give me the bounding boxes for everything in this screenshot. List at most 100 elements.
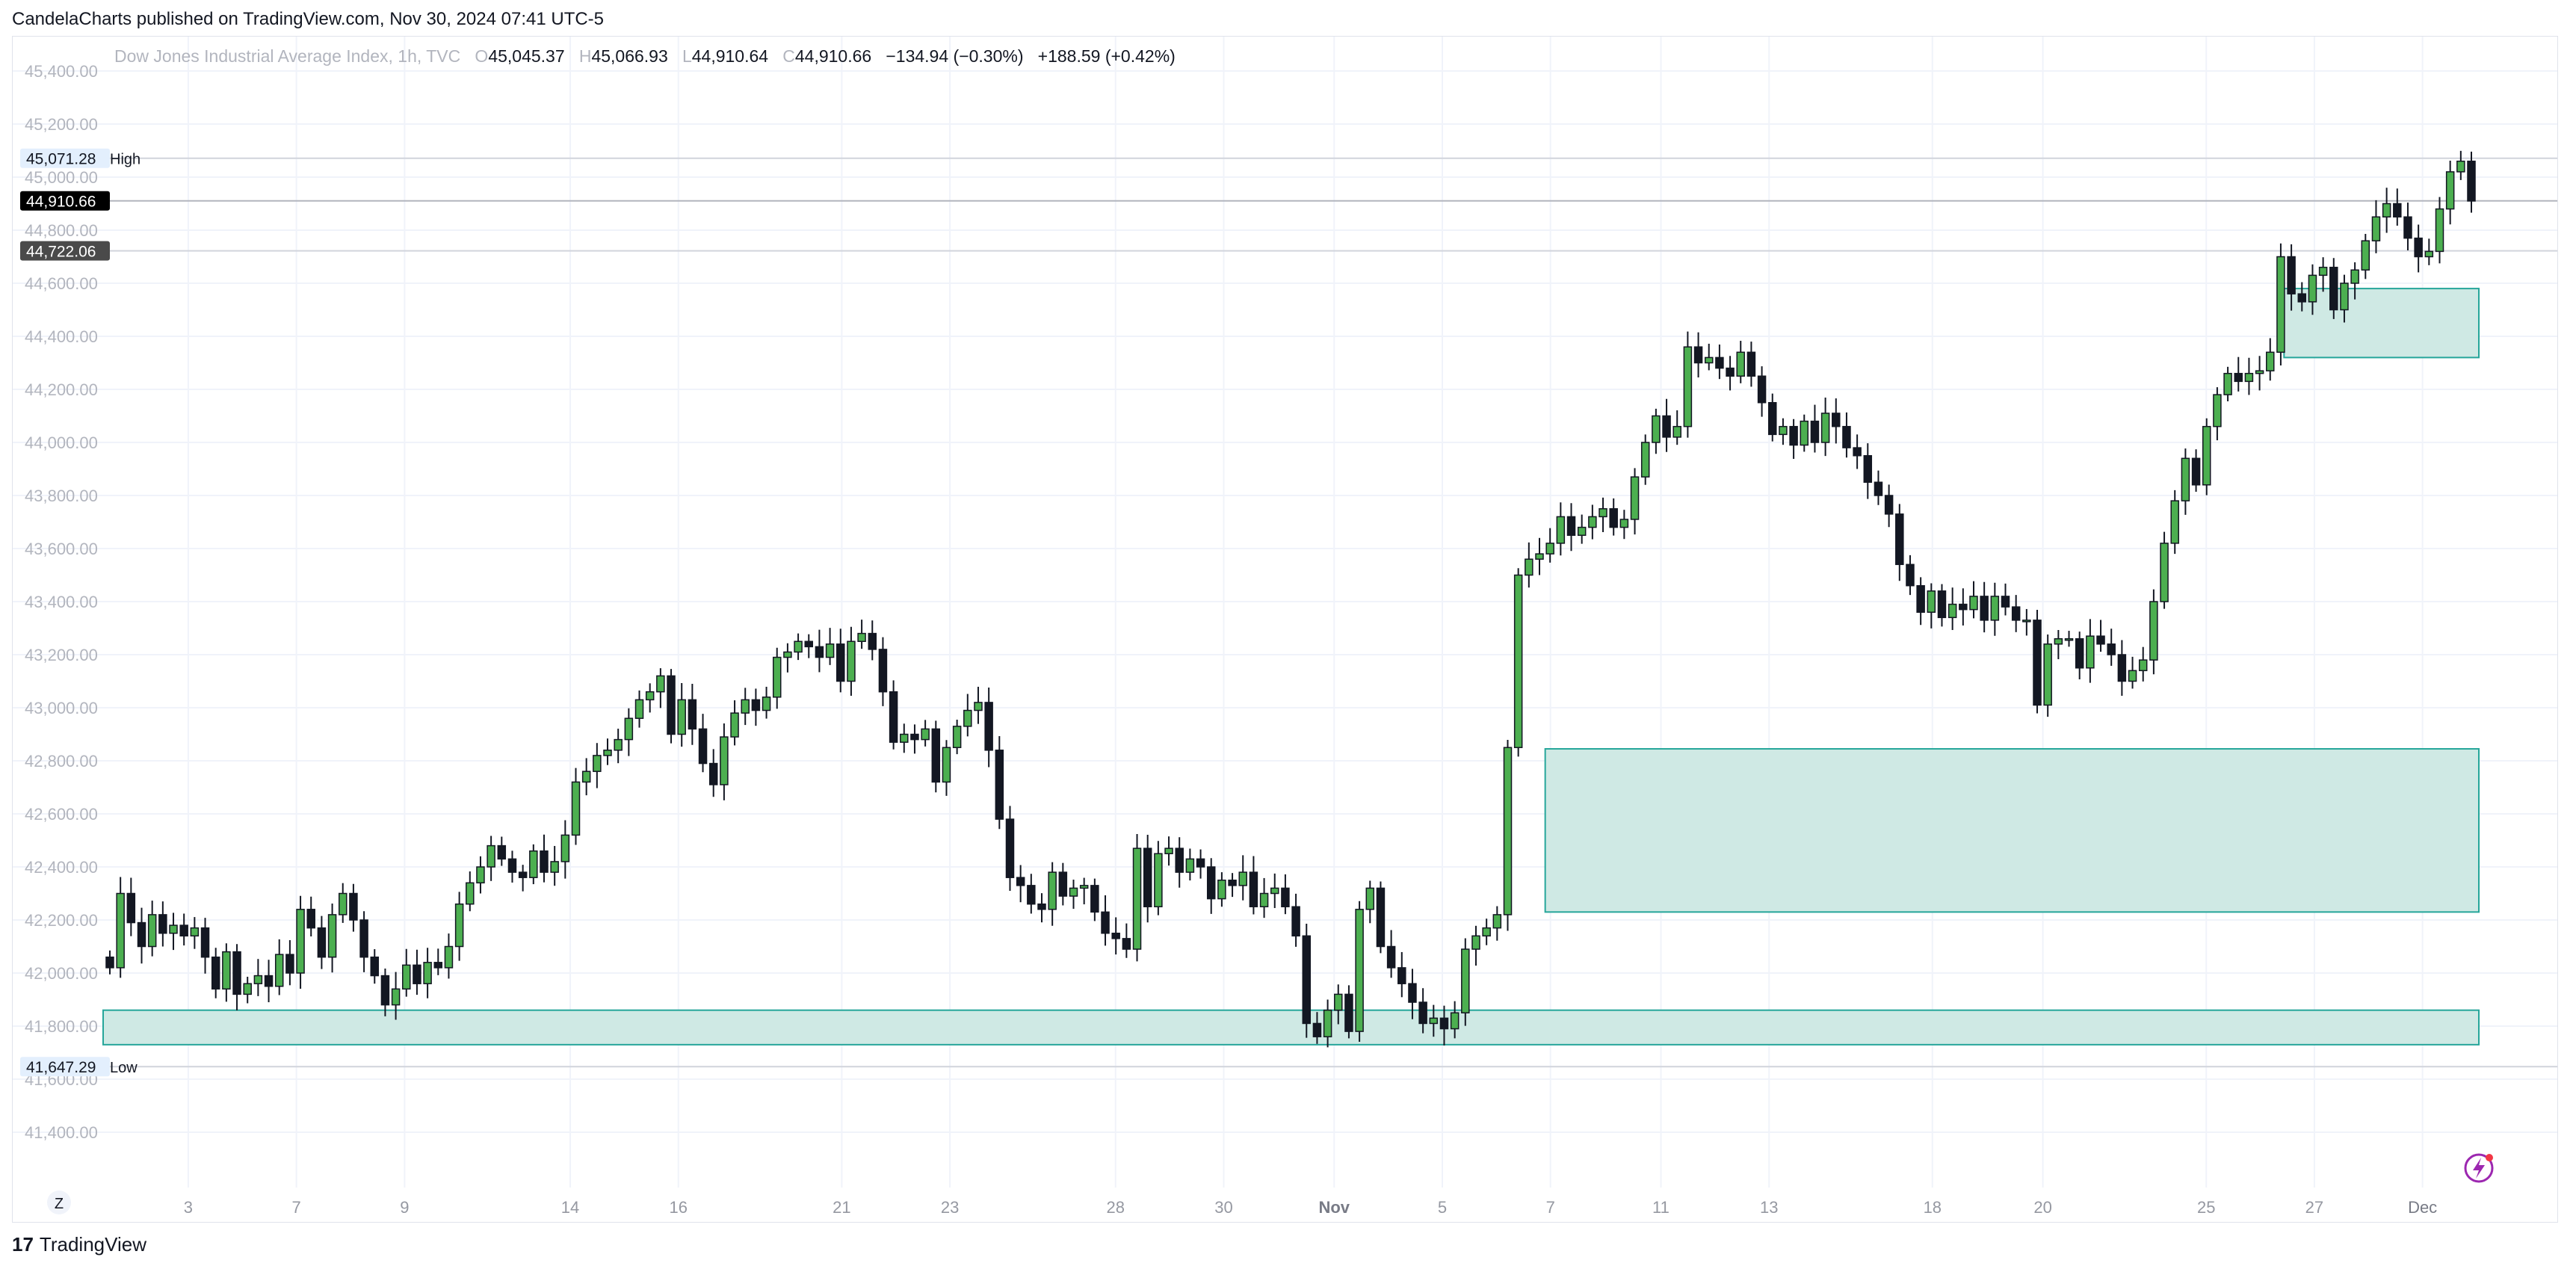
legend-close: 44,910.66 bbox=[794, 46, 872, 66]
candle-body bbox=[921, 728, 930, 741]
order-block-zone bbox=[1544, 748, 2480, 913]
candle-body bbox=[889, 691, 898, 743]
timezone-button[interactable] bbox=[47, 1191, 71, 1214]
candle-body bbox=[1461, 948, 1470, 1014]
candle-body bbox=[1185, 858, 1195, 873]
candle-body bbox=[857, 632, 866, 642]
candle-body bbox=[1927, 590, 1936, 613]
candle-body bbox=[645, 691, 655, 701]
candle-body bbox=[688, 699, 697, 730]
candle-body bbox=[380, 975, 390, 1006]
legend-low-key: L bbox=[682, 46, 692, 66]
x-tick-label: 23 bbox=[941, 1198, 959, 1217]
candle-body bbox=[1143, 847, 1152, 908]
candle-body bbox=[1746, 351, 1756, 377]
candle-body bbox=[1800, 420, 1809, 446]
candle-body bbox=[2117, 654, 2127, 682]
candle-body bbox=[1895, 513, 1904, 566]
candle-body bbox=[1027, 885, 1036, 905]
high-price-label-box bbox=[20, 148, 110, 168]
candle-body bbox=[1175, 847, 1184, 873]
candle-body bbox=[2308, 274, 2317, 303]
candlestick-chart[interactable]: 3 7 9 14 16 21 23 28 30 Nov 5 7 11 13 18 20 25 27 Dec 41,40… bbox=[13, 37, 2557, 1222]
candle-body bbox=[2213, 394, 2222, 427]
candle-body bbox=[2096, 635, 2105, 645]
candle-body bbox=[952, 726, 962, 748]
candle-body bbox=[667, 675, 676, 735]
candle-body bbox=[1471, 935, 1480, 950]
candle-body bbox=[296, 909, 305, 974]
candle-body bbox=[2371, 216, 2381, 241]
y-tick-label: 44,600.00 bbox=[25, 274, 98, 293]
candle-body bbox=[2191, 457, 2201, 486]
candle-body bbox=[1079, 885, 1089, 889]
candle-body bbox=[624, 717, 634, 741]
candle-body bbox=[232, 951, 241, 995]
legend-high: 45,066.93 bbox=[591, 46, 668, 66]
candle-body bbox=[1238, 871, 1247, 886]
candle-body bbox=[931, 728, 941, 783]
candle-body bbox=[974, 702, 983, 711]
candle-body bbox=[2202, 425, 2211, 486]
candle-body bbox=[868, 632, 877, 650]
candle-body bbox=[720, 736, 729, 785]
candle-body bbox=[497, 844, 507, 860]
y-tick-label: 43,600.00 bbox=[25, 540, 98, 558]
candle-body bbox=[2244, 372, 2254, 383]
candle-body bbox=[2424, 250, 2434, 258]
tradingview-logo-icon[interactable]: 17 bbox=[12, 1233, 34, 1256]
y-tick-label: 43,000.00 bbox=[25, 699, 98, 717]
candle-body bbox=[1069, 887, 1078, 897]
last-price-label: 44,910.66 bbox=[26, 194, 96, 211]
candle-body bbox=[2128, 670, 2137, 682]
lightning-bolt-icon bbox=[2473, 1158, 2485, 1179]
candle-body bbox=[2414, 237, 2423, 258]
legend-open: 45,045.37 bbox=[488, 46, 565, 66]
candle-body bbox=[2138, 659, 2148, 672]
candle-body bbox=[540, 850, 549, 873]
y-tick-label: 44,000.00 bbox=[25, 433, 98, 452]
candle-body bbox=[200, 927, 210, 958]
chart-legend: Dow Jones Industrial Average Index, 1h, … bbox=[114, 46, 1176, 67]
candle-body bbox=[984, 702, 993, 751]
chart-frame[interactable]: 3 7 9 14 16 21 23 28 30 Nov 5 7 11 13 18 20 25 27 Dec 41,40… bbox=[12, 36, 2558, 1223]
candle-body bbox=[963, 709, 972, 727]
candle-body bbox=[1196, 858, 1205, 868]
candle-body bbox=[1206, 866, 1216, 900]
candle-body bbox=[2456, 160, 2465, 173]
candle-body bbox=[836, 643, 845, 682]
candle-body bbox=[656, 675, 665, 693]
candle-body bbox=[243, 983, 252, 995]
candle-body bbox=[1566, 516, 1576, 537]
candle-body bbox=[783, 651, 792, 658]
candle-body bbox=[2393, 203, 2402, 217]
candle-body bbox=[338, 892, 348, 915]
candle-body bbox=[2287, 256, 2296, 294]
lightning-icon[interactable] bbox=[2464, 1153, 2494, 1183]
candle-body bbox=[730, 712, 739, 738]
candle-body bbox=[1503, 747, 1513, 915]
candle-body bbox=[1779, 425, 1788, 436]
candle-body bbox=[1906, 563, 1915, 587]
x-tick-label: 3 bbox=[184, 1198, 193, 1217]
y-tick-label: 42,200.00 bbox=[25, 911, 98, 930]
candle-body bbox=[878, 649, 888, 693]
candle-body bbox=[1418, 1001, 1427, 1025]
candle-body bbox=[762, 697, 771, 711]
y-tick-label: 43,800.00 bbox=[25, 487, 98, 505]
candle-body bbox=[2054, 637, 2063, 645]
candle-body bbox=[581, 771, 591, 783]
candle-body bbox=[1619, 519, 1629, 528]
candle-body bbox=[2181, 457, 2190, 501]
candle-body bbox=[1164, 847, 1173, 855]
candle-body bbox=[995, 750, 1004, 820]
candle-body bbox=[1768, 402, 1777, 436]
x-tick-label: 13 bbox=[1760, 1198, 1778, 1217]
x-tick-label: 14 bbox=[561, 1198, 579, 1217]
legend-change: −134.94 (−0.30%) bbox=[886, 46, 1024, 66]
candle-body bbox=[1672, 425, 1681, 438]
footer-brand[interactable]: TradingView bbox=[39, 1233, 146, 1256]
candle-body bbox=[634, 699, 644, 719]
x-tick-label: 9 bbox=[400, 1198, 409, 1217]
candle-body bbox=[402, 964, 411, 990]
